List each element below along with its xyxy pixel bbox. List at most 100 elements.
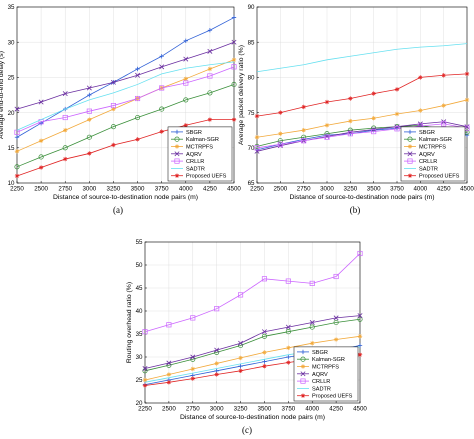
data-point (238, 364, 243, 369)
data-point (254, 113, 260, 119)
data-point (62, 145, 68, 151)
data-point (286, 345, 291, 350)
x-tick-label: 3250 (234, 406, 248, 413)
data-point (166, 372, 172, 377)
x-tick-label: 3750 (281, 406, 295, 413)
data-point (262, 350, 267, 355)
data-point (286, 354, 291, 360)
data-point (357, 316, 363, 322)
data-point (207, 48, 213, 54)
legend-label: Proposed UEFS (312, 394, 353, 400)
legend-marker (174, 144, 180, 149)
legend-marker (300, 371, 306, 377)
data-point (38, 138, 44, 143)
y-tick-label: 65 (248, 180, 255, 187)
data-point (142, 366, 148, 371)
data-point (87, 151, 92, 156)
data-point (183, 76, 188, 82)
data-point (190, 376, 195, 381)
y-tick-label: 75 (248, 110, 255, 117)
x-tick-label: 2750 (58, 186, 72, 193)
x-tick-label: 4000 (305, 406, 319, 413)
data-point (86, 134, 92, 140)
chart-panel-3: 2250 2500 2750 3000 3250 3500 3750 4000 4250 4500… (126, 239, 367, 435)
data-point (254, 145, 260, 151)
data-point (62, 114, 68, 121)
legend-label: MCTRPFS (312, 365, 339, 371)
series-proposed-uefs (14, 117, 237, 179)
data-point (207, 66, 213, 72)
data-point (371, 129, 377, 135)
series-line (16, 41, 235, 110)
legend-item: AQRV (171, 151, 202, 158)
x-tick-label: 4250 (437, 186, 451, 193)
legend-marker (300, 378, 306, 384)
legend-item: Kalman-SGR (404, 136, 452, 143)
legend-label: MCTRPFS (186, 145, 213, 151)
legend-marker (174, 136, 180, 142)
y-tick-label: 90 (248, 4, 255, 11)
data-point (348, 96, 353, 101)
legend-marker (300, 393, 306, 398)
series-line (16, 61, 235, 131)
data-point (301, 128, 306, 133)
series-line (16, 84, 235, 168)
legend-label: Proposed UEFS (186, 174, 227, 180)
data-point (142, 377, 148, 383)
data-point (110, 103, 116, 109)
y-tick-label: 30 (136, 354, 143, 361)
data-point (38, 99, 44, 105)
data-point (324, 123, 330, 128)
data-point (231, 117, 237, 122)
data-point (207, 73, 213, 79)
series-line (16, 119, 234, 177)
x-tick-label: 2750 (297, 186, 311, 193)
x-axis-title: Distance of source-to-destination node p… (180, 414, 325, 421)
legend-item: CRLLR (171, 158, 204, 165)
legend-item: AQRV (297, 371, 328, 378)
data-point (111, 106, 116, 112)
legend-label: SBGR (186, 130, 202, 136)
data-point (159, 64, 165, 70)
legend-item: Kalman-SGR (297, 356, 345, 363)
data-point (285, 278, 291, 284)
legend-label: SADTR (419, 166, 438, 172)
data-point (231, 64, 237, 70)
data-point (14, 164, 20, 170)
data-point (231, 81, 237, 87)
data-point (301, 104, 306, 110)
data-point (261, 329, 267, 335)
data-point (371, 91, 376, 96)
legend-label: Kalman-SGR (419, 137, 452, 143)
series-crllr (14, 64, 237, 135)
legend-item: SADTR (297, 386, 331, 392)
data-point (14, 106, 20, 112)
legend-marker (407, 129, 413, 135)
series-line (144, 253, 361, 333)
data-point (333, 319, 339, 326)
legend-marker (300, 364, 306, 369)
legend-item: AQRV (404, 151, 435, 158)
legend-marker (407, 144, 413, 149)
data-point (135, 137, 140, 142)
x-tick-label: 2250 (10, 186, 24, 193)
x-axis-title: Distance of source-to-destination node p… (53, 194, 198, 201)
data-point (214, 372, 219, 377)
y-tick-label: 20 (8, 110, 15, 117)
data-point (301, 138, 307, 144)
data-point (277, 141, 283, 147)
x-tick-label: 2500 (273, 186, 287, 193)
data-point (261, 276, 267, 282)
series-aqrv (14, 39, 237, 112)
y-tick-label: 30 (8, 39, 15, 46)
data-point (231, 57, 237, 62)
data-point (254, 135, 260, 140)
x-tick-label: 4250 (329, 406, 343, 413)
data-point (166, 380, 172, 385)
series-line (256, 123, 468, 149)
data-point (278, 131, 283, 136)
legend-item: SADTR (171, 166, 205, 172)
series-proposed-uefs (254, 71, 470, 119)
